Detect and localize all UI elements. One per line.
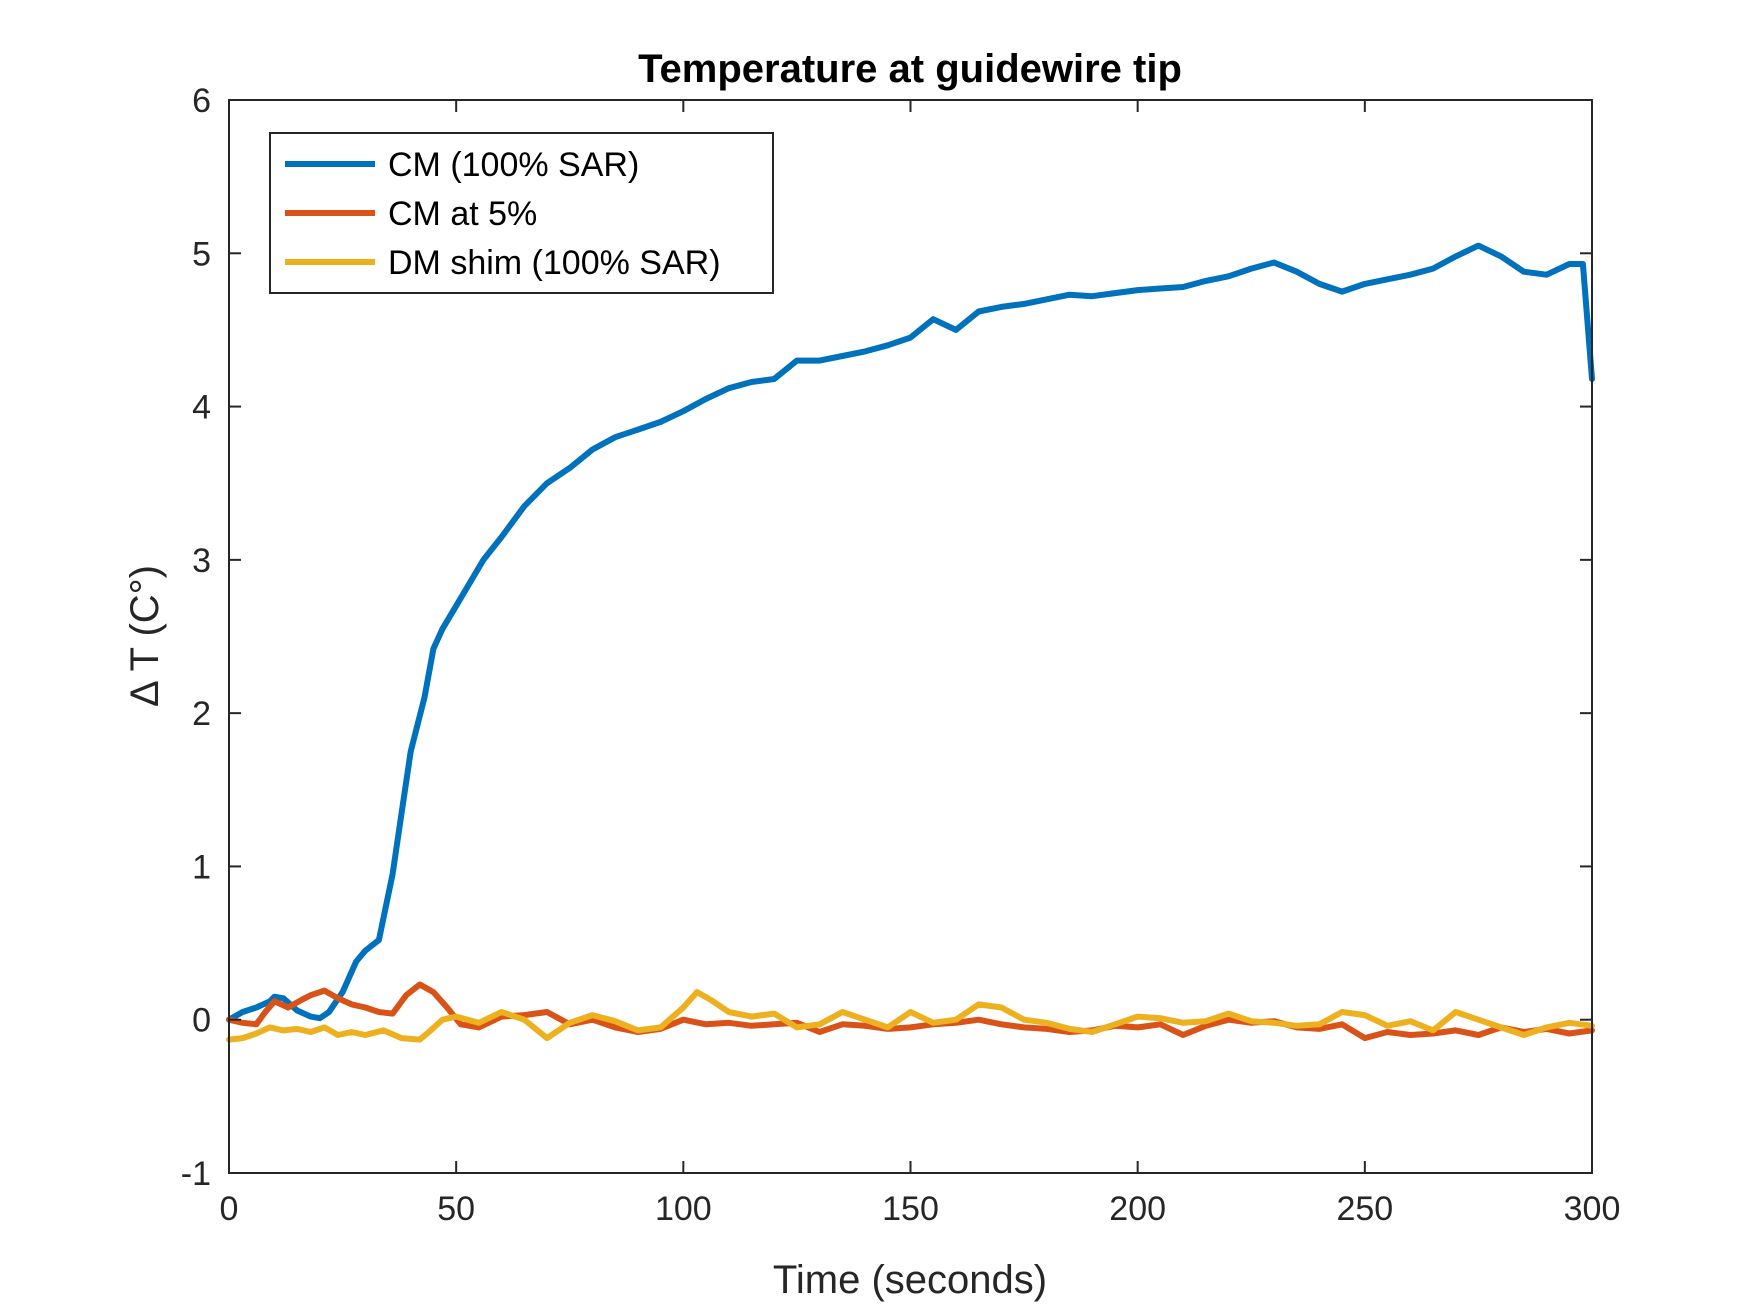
y-axis-label: Δ T (C°): [123, 565, 167, 707]
x-tick-label: 200: [1109, 1190, 1166, 1228]
series-line-2: [226, 989, 1595, 1043]
series-line-0: [226, 242, 1595, 1023]
legend: CM (100% SAR) CM at 5% DM shim (100% SAR…: [269, 132, 774, 294]
x-tick-label: 300: [1564, 1190, 1621, 1228]
y-tick-label: 0: [192, 1002, 211, 1040]
y-tick-label: 6: [192, 82, 211, 120]
legend-label-cm-5pct: CM at 5%: [388, 195, 537, 233]
x-tick-label: 0: [220, 1190, 239, 1228]
y-tick-label: 1: [192, 848, 211, 886]
series-layer: [226, 242, 1595, 1043]
chart-title: Temperature at guidewire tip: [638, 47, 1182, 91]
y-tick-label: -1: [181, 1155, 211, 1193]
x-tick-label: 100: [655, 1190, 712, 1228]
x-tick-label: 50: [437, 1190, 475, 1228]
x-axis-label: Time (seconds): [773, 1258, 1047, 1302]
x-tick-label: 150: [882, 1190, 939, 1228]
legend-label-dm-shim: DM shim (100% SAR): [388, 244, 721, 282]
series-line-1: [226, 981, 1595, 1042]
y-tick-label: 5: [192, 235, 211, 273]
y-tick-label: 2: [192, 695, 211, 733]
y-tick-label: 3: [192, 542, 211, 580]
x-tick-label: 250: [1336, 1190, 1393, 1228]
legend-label-cm: CM (100% SAR): [388, 146, 639, 184]
y-tick-label: 4: [192, 389, 211, 427]
